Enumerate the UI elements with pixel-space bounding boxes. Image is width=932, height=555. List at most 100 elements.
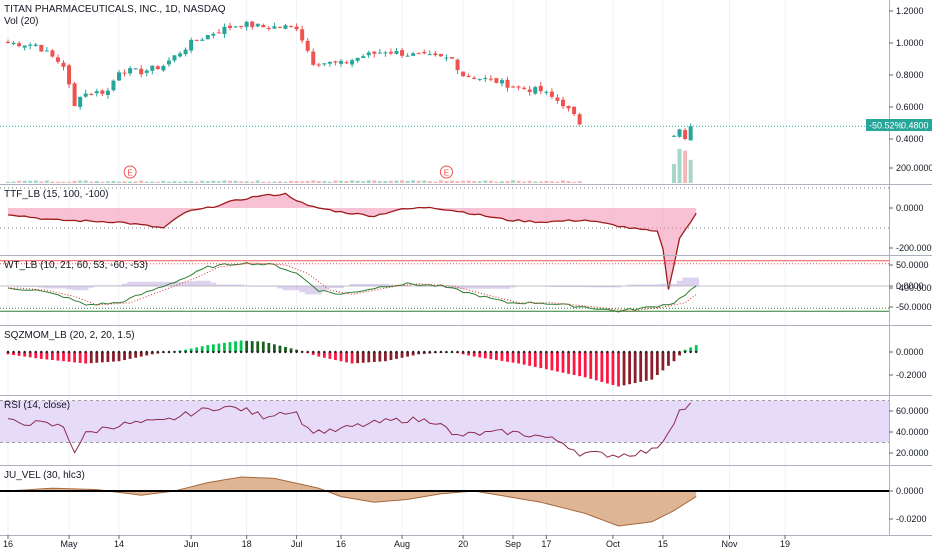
wt-histogram-bar bbox=[122, 284, 128, 286]
candle bbox=[478, 79, 482, 80]
time-axis-label: Oct bbox=[606, 539, 621, 549]
sqz-dot bbox=[445, 351, 447, 353]
volume-bar bbox=[211, 181, 215, 183]
sqz-dot bbox=[451, 351, 453, 353]
candle bbox=[494, 78, 498, 83]
wt-histogram-bar bbox=[205, 281, 211, 286]
ju-vel-pane[interactable] bbox=[0, 477, 889, 526]
wt-histogram-bar bbox=[16, 286, 22, 287]
time-axis-label: Nov bbox=[721, 539, 738, 549]
volume-bar bbox=[328, 182, 332, 183]
time-axis-label: 18 bbox=[242, 539, 252, 549]
sqz-dot bbox=[640, 351, 642, 353]
time-axis-label: 14 bbox=[114, 539, 124, 549]
volume-bar bbox=[200, 181, 204, 183]
sqzmom-bar bbox=[612, 352, 615, 385]
volume-bar bbox=[417, 181, 421, 183]
sqz-dot bbox=[390, 351, 392, 353]
wt-histogram-bar bbox=[421, 286, 427, 287]
volume-bar bbox=[28, 181, 32, 183]
sqzmom-bar bbox=[334, 352, 337, 360]
sqz-dot bbox=[340, 351, 342, 353]
candle bbox=[184, 50, 188, 55]
wt-histogram-bar bbox=[233, 285, 239, 286]
volume-bar bbox=[106, 181, 110, 183]
volume-bar bbox=[322, 181, 326, 183]
volume-bar bbox=[550, 181, 554, 183]
sqz-dot bbox=[207, 351, 209, 353]
volume-bar bbox=[389, 181, 393, 183]
sqzmom-bar bbox=[634, 352, 637, 383]
volume-bar bbox=[250, 182, 254, 183]
volume-bar bbox=[17, 181, 21, 183]
price-axis[interactable]: 1.20001.00000.80000.60000.4000200.00000.… bbox=[889, 6, 932, 524]
volume-bar bbox=[89, 182, 93, 183]
candle bbox=[295, 27, 299, 30]
wt-histogram-bar bbox=[660, 284, 666, 286]
sqz-dot bbox=[212, 351, 214, 353]
sqzmom-bar bbox=[229, 342, 232, 352]
candle bbox=[167, 61, 171, 65]
sqzmom-bar bbox=[240, 341, 243, 353]
wt-histogram-bar bbox=[27, 286, 33, 287]
wt-histogram-bar bbox=[183, 282, 189, 286]
sqzmom-bar bbox=[107, 352, 110, 362]
sqzmom-bar bbox=[501, 352, 504, 361]
candle bbox=[422, 52, 426, 53]
sqz-dot bbox=[406, 351, 408, 353]
price-change-pct: -50.52% bbox=[869, 121, 903, 131]
sqz-dot bbox=[606, 351, 608, 353]
sqz-dot bbox=[440, 351, 442, 353]
sqz-dot bbox=[251, 351, 253, 353]
candle bbox=[456, 60, 460, 70]
sqzmom-bar bbox=[367, 352, 370, 362]
sqz-dot bbox=[140, 351, 142, 353]
price-axis-label: 0.6000 bbox=[896, 102, 924, 112]
volume-bar bbox=[483, 180, 487, 183]
sqz-dot bbox=[329, 351, 331, 353]
sqz-dot bbox=[506, 351, 508, 353]
volume-label: Vol (20) bbox=[4, 16, 38, 27]
rsi-pane[interactable] bbox=[0, 401, 889, 458]
sqz-dot bbox=[667, 351, 669, 353]
ju-vel-label: JU_VEL (30, hlc3) bbox=[4, 470, 85, 481]
sqz-dot bbox=[490, 351, 492, 353]
ttf-pane[interactable] bbox=[0, 188, 889, 289]
wt-histogram-bar bbox=[100, 285, 106, 286]
volume-bar bbox=[234, 181, 238, 183]
sqz-dot bbox=[684, 351, 686, 353]
sqz-dot bbox=[146, 351, 148, 353]
sqzmom-bar bbox=[628, 352, 631, 384]
volume-bar bbox=[367, 180, 371, 183]
sqz-dot bbox=[301, 351, 303, 353]
sqz-dot bbox=[573, 351, 575, 353]
volume-bar bbox=[178, 182, 182, 183]
sqzmom-bar bbox=[578, 352, 581, 376]
volume-bar bbox=[84, 180, 88, 183]
sqzmom-pane[interactable] bbox=[7, 341, 698, 387]
candle bbox=[567, 106, 571, 108]
candle bbox=[428, 54, 432, 55]
sqzmom-bar bbox=[606, 352, 609, 383]
candle bbox=[56, 57, 60, 61]
candle bbox=[156, 66, 160, 69]
sqz-dot bbox=[540, 351, 542, 353]
ttf-line bbox=[8, 193, 696, 289]
sqzmom-bar bbox=[362, 352, 365, 363]
sqzmom-bar bbox=[506, 352, 509, 362]
sqz-dot bbox=[423, 351, 425, 353]
sqzmom-bar bbox=[101, 352, 104, 362]
volume-bar bbox=[411, 180, 415, 183]
wt-histogram-bar bbox=[682, 278, 688, 286]
volume-bar bbox=[572, 182, 576, 183]
candle bbox=[89, 94, 93, 95]
sqz-dot bbox=[290, 351, 292, 353]
volume-bar bbox=[173, 181, 177, 183]
volume-bar bbox=[450, 181, 454, 183]
candle bbox=[34, 45, 38, 46]
sqzmom-bar bbox=[589, 352, 592, 379]
